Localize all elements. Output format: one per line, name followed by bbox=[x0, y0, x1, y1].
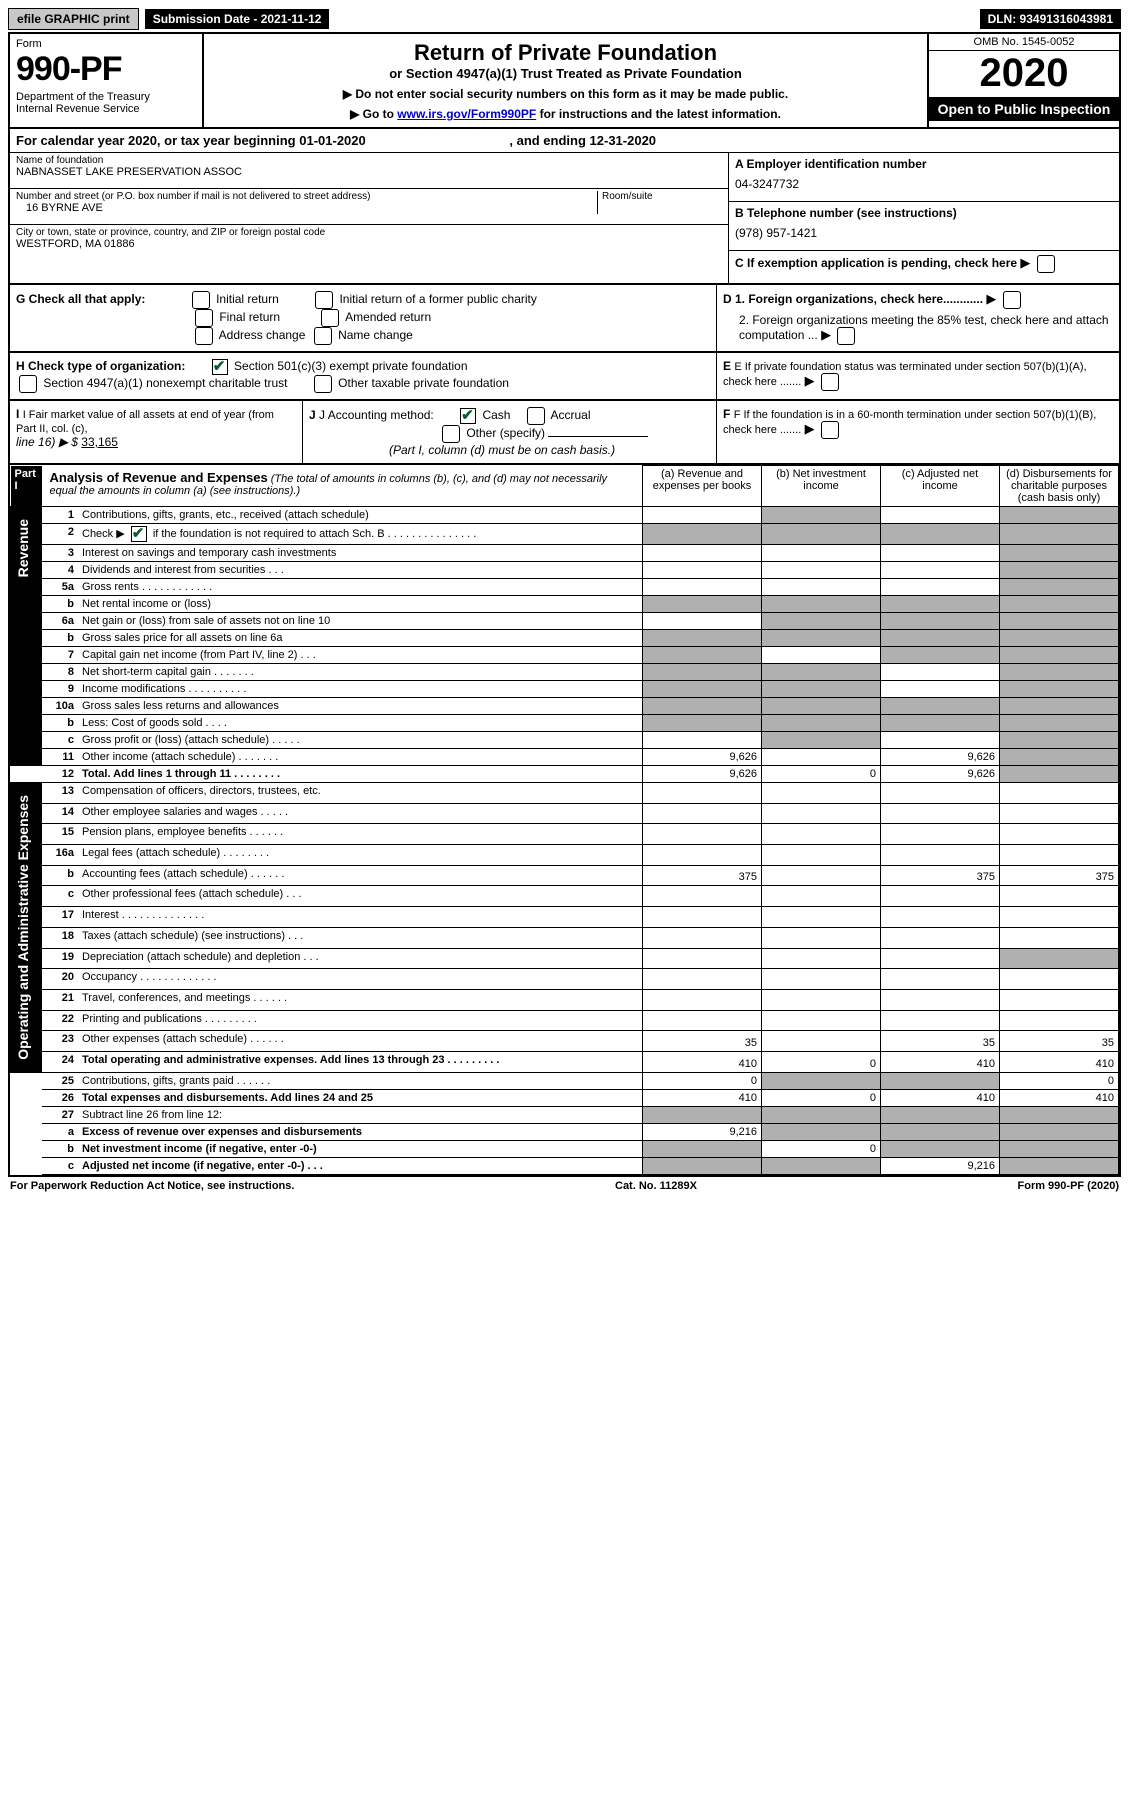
revenue-side-label: Revenue bbox=[11, 507, 42, 766]
checkbox-4947[interactable] bbox=[19, 375, 37, 393]
page-footer: For Paperwork Reduction Act Notice, see … bbox=[8, 1177, 1121, 1192]
checkbox-address[interactable] bbox=[195, 327, 213, 345]
form-year-block: OMB No. 1545-0052 2020 Open to Public In… bbox=[927, 34, 1119, 127]
goto-instr: ▶ Go to www.irs.gov/Form990PF for instru… bbox=[210, 107, 921, 121]
city-cell: City or town, state or province, country… bbox=[10, 225, 728, 260]
form-label: Form bbox=[16, 38, 196, 50]
section-e: E E If private foundation status was ter… bbox=[717, 353, 1119, 399]
form-title-block: Return of Private Foundation or Section … bbox=[204, 34, 927, 127]
col-c-header: (c) Adjusted net income bbox=[881, 466, 1000, 507]
ein-value: 04-3247732 bbox=[735, 177, 1113, 191]
section-d: D 1. Foreign organizations, check here..… bbox=[717, 285, 1119, 351]
form-title: Return of Private Foundation bbox=[210, 40, 921, 66]
efile-print-button[interactable]: efile GRAPHIC print bbox=[8, 8, 139, 30]
part1-title: Analysis of Revenue and Expenses bbox=[50, 470, 268, 485]
checkbox-other-taxable[interactable] bbox=[314, 375, 332, 393]
submission-date: Submission Date - 2021-11-12 bbox=[145, 9, 330, 29]
checkbox-cash[interactable] bbox=[460, 408, 476, 424]
form-container: Form 990-PF Department of the Treasury I… bbox=[8, 32, 1121, 1177]
foundation-name-cell: Name of foundation NABNASSET LAKE PRESER… bbox=[10, 153, 728, 189]
section-f: F F If the foundation is in a 60-month t… bbox=[717, 401, 1119, 463]
omb-number: OMB No. 1545-0052 bbox=[929, 34, 1119, 51]
tax-year: 2020 bbox=[929, 51, 1119, 97]
checkbox-d1[interactable] bbox=[1003, 291, 1021, 309]
section-g: G Check all that apply: Initial return I… bbox=[10, 285, 717, 351]
checkbox-name[interactable] bbox=[314, 327, 332, 345]
form-header: Form 990-PF Department of the Treasury I… bbox=[10, 34, 1119, 129]
street-address: 16 BYRNE AVE bbox=[16, 202, 597, 214]
telephone-cell: B Telephone number (see instructions) (9… bbox=[729, 202, 1119, 251]
section-i: I I Fair market value of all assets at e… bbox=[10, 401, 303, 463]
fmv-value: 33,165 bbox=[81, 435, 118, 449]
section-g-d: G Check all that apply: Initial return I… bbox=[10, 285, 1119, 353]
checkbox-e[interactable] bbox=[821, 373, 839, 391]
part1-label: Part I bbox=[11, 466, 42, 507]
room-suite-label: Room/suite bbox=[602, 191, 722, 202]
expenses-side-label: Operating and Administrative Expenses bbox=[11, 783, 42, 1073]
checkbox-initial[interactable] bbox=[192, 291, 210, 309]
section-ij-f: I I Fair market value of all assets at e… bbox=[10, 401, 1119, 465]
col-a-header: (a) Revenue and expenses per books bbox=[643, 466, 762, 507]
ein-cell: A Employer identification number 04-3247… bbox=[729, 153, 1119, 202]
dln-label: DLN: 93491316043981 bbox=[980, 9, 1121, 29]
checkbox-schb[interactable] bbox=[131, 526, 147, 542]
checkbox-amended[interactable] bbox=[321, 309, 339, 327]
telephone-value: (978) 957-1421 bbox=[735, 226, 1113, 240]
top-controls: efile GRAPHIC print Submission Date - 20… bbox=[8, 8, 1121, 30]
foundation-name: NABNASSET LAKE PRESERVATION ASSOC bbox=[16, 166, 722, 178]
calendar-year-row: For calendar year 2020, or tax year begi… bbox=[10, 129, 1119, 153]
entity-info: Name of foundation NABNASSET LAKE PRESER… bbox=[10, 153, 1119, 285]
section-h: H Check type of organization: Section 50… bbox=[10, 353, 717, 399]
checkbox-c[interactable] bbox=[1037, 255, 1055, 273]
paperwork-notice: For Paperwork Reduction Act Notice, see … bbox=[10, 1180, 294, 1192]
catalog-number: Cat. No. 11289X bbox=[615, 1180, 697, 1192]
form-subtitle: or Section 4947(a)(1) Trust Treated as P… bbox=[210, 66, 921, 81]
dept-treasury: Department of the Treasury bbox=[16, 91, 196, 103]
checkbox-final[interactable] bbox=[195, 309, 213, 327]
checkbox-d2[interactable] bbox=[837, 327, 855, 345]
form-ref: Form 990-PF (2020) bbox=[1018, 1180, 1119, 1192]
address-cell: Number and street (or P.O. box number if… bbox=[10, 189, 728, 225]
form-number: 990-PF bbox=[16, 50, 196, 89]
irs-link[interactable]: www.irs.gov/Form990PF bbox=[397, 107, 536, 121]
part1-table: Part I Analysis of Revenue and Expenses … bbox=[10, 465, 1119, 1175]
col-b-header: (b) Net investment income bbox=[762, 466, 881, 507]
irs-label: Internal Revenue Service bbox=[16, 103, 196, 115]
city-state-zip: WESTFORD, MA 01886 bbox=[16, 238, 722, 250]
col-d-header: (d) Disbursements for charitable purpose… bbox=[1000, 466, 1119, 507]
checkbox-501c3[interactable] bbox=[212, 359, 228, 375]
ssn-warning: ▶ Do not enter social security numbers o… bbox=[210, 87, 921, 101]
checkbox-accrual[interactable] bbox=[527, 407, 545, 425]
checkbox-initial-former[interactable] bbox=[315, 291, 333, 309]
exemption-pending-cell: C If exemption application is pending, c… bbox=[729, 251, 1119, 283]
section-h-e: H Check type of organization: Section 50… bbox=[10, 353, 1119, 401]
open-public-badge: Open to Public Inspection bbox=[929, 97, 1119, 121]
checkbox-other-method[interactable] bbox=[442, 425, 460, 443]
checkbox-f[interactable] bbox=[821, 421, 839, 439]
form-id-block: Form 990-PF Department of the Treasury I… bbox=[10, 34, 204, 127]
section-j: J J Accounting method: Cash Accrual Othe… bbox=[303, 401, 717, 463]
